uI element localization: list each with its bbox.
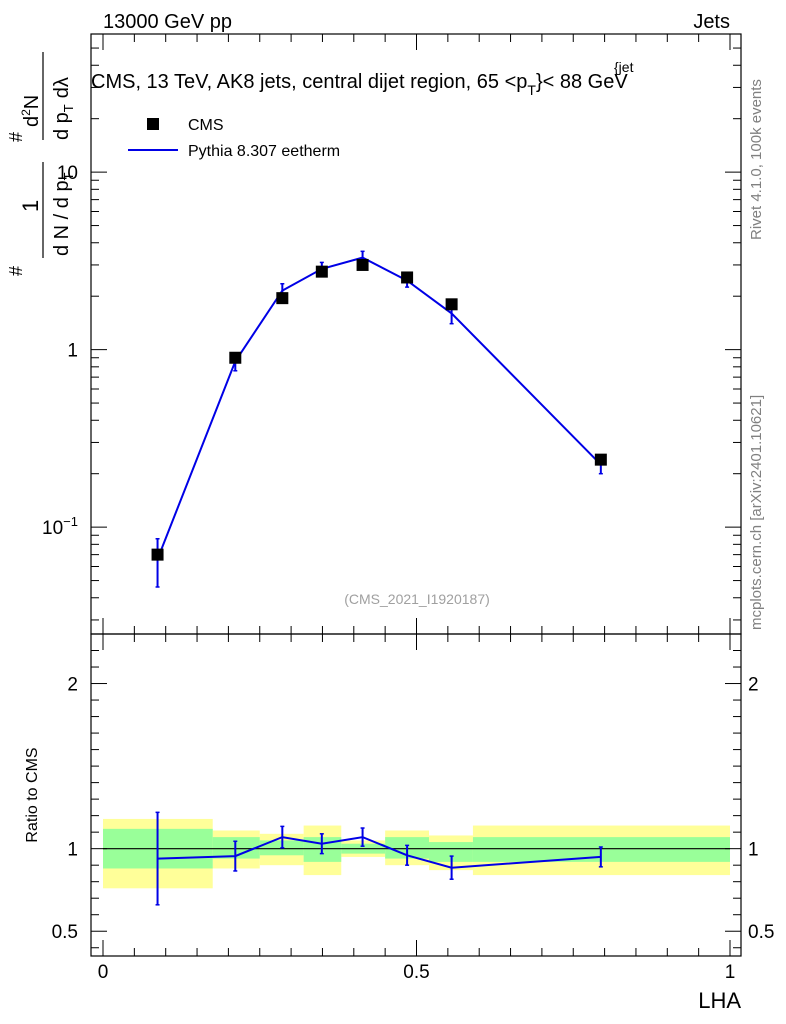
x-tick-label: 1 [725,962,736,983]
mcplots-label: mcplots.cern.ch [arXiv:2401.10621] [748,395,765,630]
header-left: 13000 GeV pp [103,11,232,33]
ylabel-frac-den: d N / d pT [51,172,76,256]
cms-data-point [276,292,289,305]
plot-title-sub: T [527,82,536,98]
legend-cms-label: CMS [188,117,224,134]
main-ylabel: # 1 d N / d pT # d2N d pTdλ [6,52,76,276]
ratio-ytick-label-left: 1 [67,840,78,861]
main-ytick-label: 1 [67,341,78,362]
ratio-ytick-label-left: 2 [67,675,78,696]
legend-cms-marker [147,118,159,130]
legend-mc-label: Pythia 8.307 eetherm [188,143,340,160]
cms-data-point [151,548,164,561]
ratio-ytick-label-right: 1 [748,840,759,861]
ylabel-right-den: d pTdλ [51,77,76,140]
plot-title-sup: {jet [614,59,634,75]
x-tick-label: 0.5 [403,962,429,983]
cms-data-point [229,351,242,364]
ratio-frame [90,633,742,957]
cms-data-point [356,258,369,271]
plot-title: CMS, 13 TeV, AK8 jets, central dijet reg… [91,71,628,98]
rivet-label: Rivet 4.1.0, 100k events [748,79,765,240]
ratio-ytick-label-left: 0.5 [52,922,78,943]
main-ytick-label: 10−1 [42,514,78,539]
ylabel-right-num-a: d [21,116,43,127]
x-axis-label: LHA [698,988,741,1013]
main-ytick-label-sup: −1 [63,514,78,529]
ylabel-right-num: d2N [19,95,43,127]
main-series [151,250,607,588]
cms-data-point [315,265,328,278]
analysis-watermark: (CMS_2021_I1920187) [344,591,490,607]
ylabel-frac-den-sub: T [61,172,76,180]
ylabel-right-den-a: d p [51,112,73,140]
plot-title-suffix: }< 88 GeV [536,71,628,93]
ratio-panel: 0.5 0.5 1 1 2 2 [52,633,774,957]
ylabel-hash-left: # [6,266,26,276]
main-ytick-label-base: 10 [42,518,63,539]
ylabel-frac-num: 1 [18,200,43,212]
ylabel-right-den-sub: T [61,104,76,112]
ratio-ticks: 0.5 0.5 1 1 2 2 [52,634,774,956]
header-right: Jets [693,11,730,33]
cms-data-point [445,298,458,311]
main-ytick-label: 10 [57,163,78,184]
ylabel-frac-den-a: d N / d p [51,180,73,256]
mc-line [156,256,602,560]
ratio-ylabel: Ratio to CMS [24,747,41,842]
cms-data-point [594,453,607,466]
ratio-series [155,811,603,906]
ylabel-right-num-b: N [21,95,43,109]
ylabel-right-num-sup: 2 [19,109,33,116]
x-ticks: 0 0.5 1 [98,962,736,983]
ratio-bands [103,818,730,889]
ratio-band-inner [429,842,473,862]
ratio-mc-line [157,836,601,869]
legend: CMS Pythia 8.307 eetherm [128,117,340,160]
plot-title-main: CMS, 13 TeV, AK8 jets, central dijet reg… [91,71,527,93]
ratio-ytick-label-right: 2 [748,675,759,696]
cms-data-point [401,271,414,284]
ylabel-hash-mid: # [6,132,26,142]
ratio-ytick-label-right: 0.5 [748,922,774,943]
ylabel-right-den-b: dλ [51,77,73,98]
x-tick-label: 0 [98,962,109,983]
